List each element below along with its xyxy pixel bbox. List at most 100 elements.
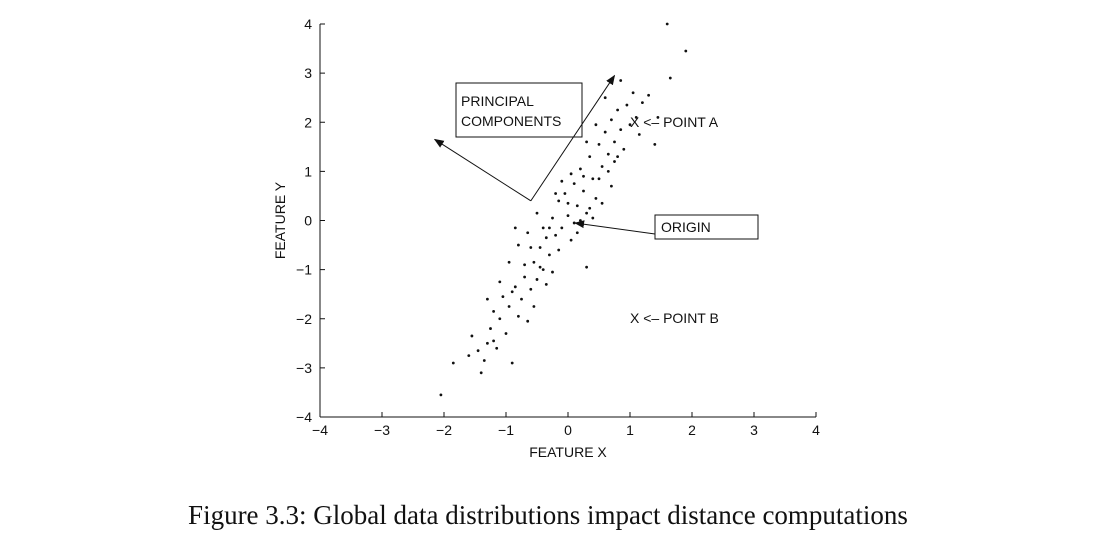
y-tick-label: 4 [304, 16, 312, 32]
x-tick-label: 2 [688, 422, 696, 438]
principal-components-label-line1: PRINCIPAL [461, 93, 534, 109]
data-point [566, 201, 570, 205]
data-point [625, 103, 629, 107]
data-point [513, 226, 517, 230]
data-point [544, 236, 548, 240]
chart-axes: −4 −3 −2 −1 0 1 2 3 4 −4 −3 −2 −1 0 1 2 3 4 FEATURE X FEATU… [272, 16, 820, 460]
data-point [538, 246, 542, 249]
data-point [616, 155, 619, 159]
point-b-label: X <– POINT B [630, 310, 719, 326]
data-point [610, 118, 613, 122]
origin-arrow [574, 220, 656, 235]
data-point [526, 319, 530, 323]
data-point [563, 192, 567, 195]
data-point [529, 287, 533, 291]
data-point [619, 128, 623, 132]
data-point [634, 115, 638, 119]
x-tick-label: −1 [498, 422, 514, 438]
y-tick-label: −1 [296, 262, 312, 278]
data-point [510, 290, 514, 294]
data-point [613, 160, 616, 163]
data-point [541, 268, 545, 272]
data-point [551, 270, 554, 274]
data-point [451, 361, 455, 365]
data-point [489, 327, 492, 330]
scatter-chart: −4 −3 −2 −1 0 1 2 3 4 −4 −3 −2 −1 0 1 2 3 4 FEATURE X FEATU… [272, 16, 820, 460]
x-tick-label: −4 [312, 422, 328, 438]
data-point [439, 393, 443, 397]
data-point [656, 115, 660, 119]
origin-label: ORIGIN [661, 219, 711, 235]
data-point [544, 282, 548, 286]
principal-component-arrow [433, 138, 532, 202]
data-point [594, 196, 598, 200]
data-point [492, 339, 495, 343]
data-point [486, 297, 489, 301]
y-tick-label: −4 [296, 409, 312, 425]
data-point [585, 265, 588, 269]
data-point [557, 199, 561, 203]
data-point [579, 167, 582, 171]
data-point [637, 133, 641, 136]
y-axis-label: FEATURE Y [272, 181, 288, 259]
data-point [572, 182, 576, 186]
x-tick-label: −2 [436, 422, 452, 438]
data-point [613, 140, 616, 144]
origin-box [654, 214, 759, 240]
data-point [647, 93, 650, 97]
data-point [585, 211, 588, 215]
data-point [501, 295, 505, 299]
point-a-label: X <– POINT A [630, 114, 719, 130]
data-point [616, 108, 619, 112]
principal-component-arrow [530, 74, 616, 202]
data-point [507, 305, 511, 308]
data-point [631, 91, 635, 95]
data-point [603, 130, 607, 134]
data-point [591, 177, 595, 181]
data-point [554, 233, 557, 237]
data-point [569, 238, 573, 242]
data-point [476, 349, 480, 353]
x-tick-label: 0 [564, 422, 572, 438]
data-point [668, 76, 672, 80]
data-point [600, 201, 604, 205]
principal-components-box [455, 82, 583, 138]
x-tick-label: 4 [812, 422, 820, 438]
chart-annotations: PRINCIPAL COMPONENTS X <– POINT A ORIGIN X <… [433, 74, 759, 326]
y-tick-label: 0 [304, 213, 312, 229]
data-point [541, 226, 545, 230]
data-point [628, 123, 632, 127]
data-point [606, 169, 610, 173]
data-point [520, 297, 523, 301]
data-point [548, 253, 551, 257]
data-point [610, 184, 613, 188]
x-tick-label: 1 [626, 422, 634, 438]
data-point [486, 341, 489, 345]
data-point [523, 263, 526, 267]
data-point [684, 49, 688, 53]
data-point [588, 155, 592, 159]
data-point [665, 22, 669, 26]
data-point [566, 214, 570, 217]
data-point [498, 280, 502, 284]
data-point [575, 204, 579, 208]
data-point [653, 142, 657, 146]
data-point [470, 334, 474, 338]
data-point [582, 189, 585, 193]
data-point [535, 211, 539, 215]
data-point [588, 206, 592, 210]
data-point [560, 226, 564, 230]
data-point [532, 305, 536, 308]
data-point [591, 216, 595, 220]
principal-components-label-line2: COMPONENTS [461, 113, 561, 129]
data-point [517, 243, 520, 247]
data-point [641, 101, 644, 104]
y-tick-label: 3 [304, 65, 312, 81]
data-point [606, 152, 610, 156]
data-point [548, 226, 551, 230]
x-axis-label: FEATURE X [529, 444, 607, 460]
x-tick-label: −3 [374, 422, 390, 438]
data-point [479, 371, 483, 375]
data-points [439, 22, 688, 397]
data-point [622, 147, 626, 151]
